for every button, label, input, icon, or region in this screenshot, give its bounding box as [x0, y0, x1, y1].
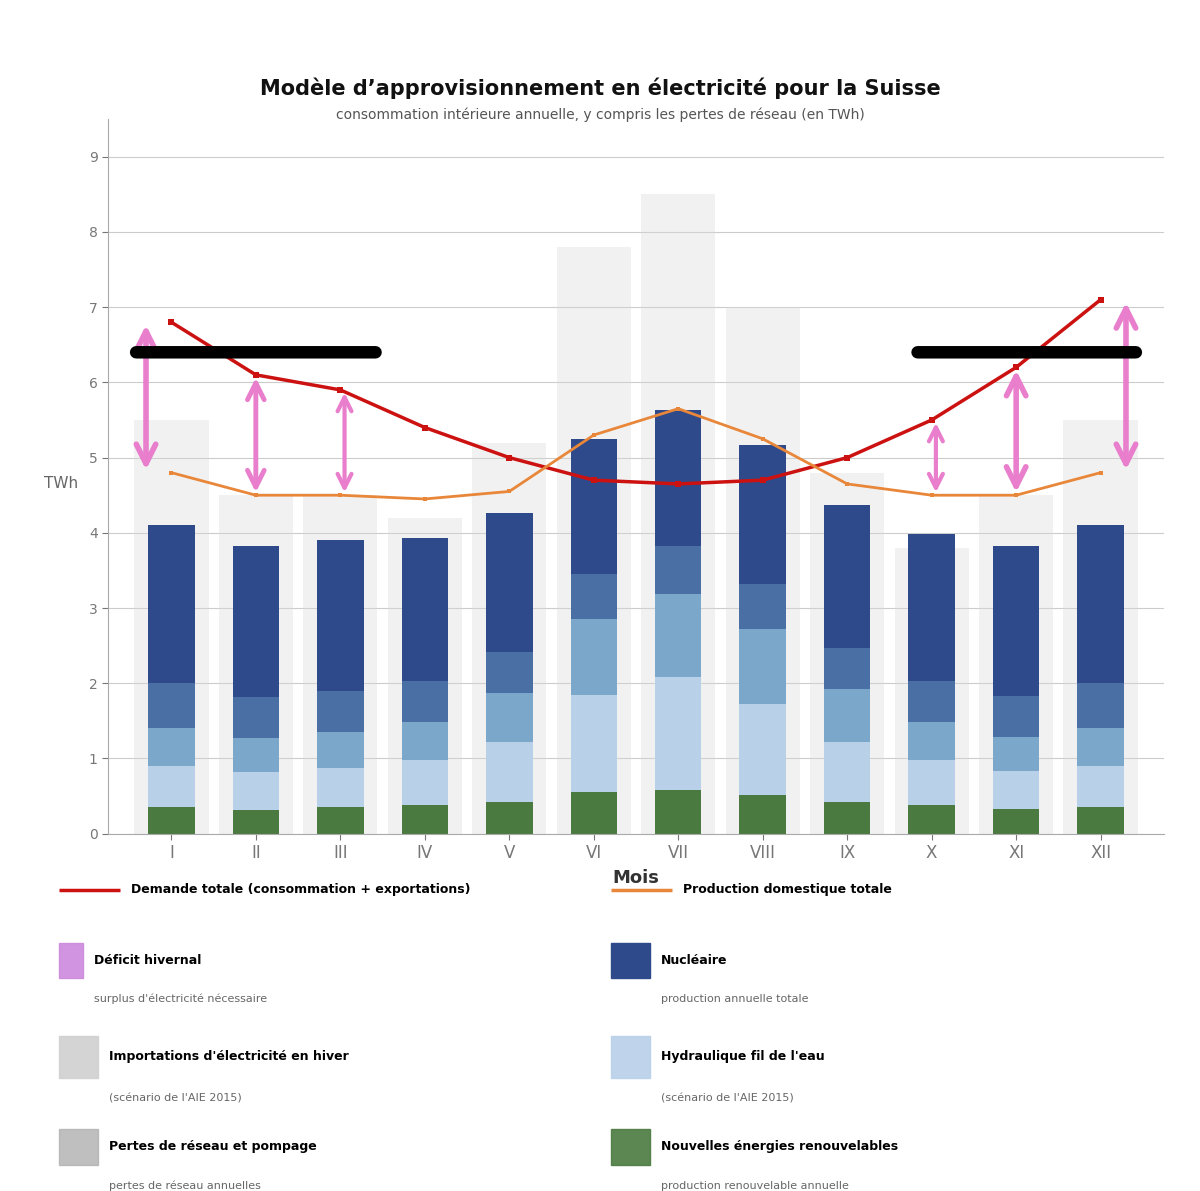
Bar: [486, 742, 533, 802]
Text: pertes de réseau annuelles: pertes de réseau annuelles: [109, 1180, 260, 1191]
Bar: [317, 807, 364, 834]
Bar: [570, 619, 617, 694]
Bar: [992, 696, 1039, 737]
Text: surplus d'électricité nécessaire: surplus d'électricité nécessaire: [95, 993, 268, 1004]
Bar: [641, 194, 715, 834]
Bar: [611, 943, 649, 978]
Bar: [739, 444, 786, 584]
Bar: [148, 807, 194, 834]
Bar: [908, 723, 955, 760]
Bar: [233, 772, 280, 810]
Bar: [1078, 729, 1124, 766]
Bar: [992, 772, 1039, 809]
Bar: [908, 805, 955, 834]
Text: (scénario de l'AIE 2015): (scénario de l'AIE 2015): [661, 1093, 793, 1104]
Bar: [233, 738, 280, 772]
Bar: [388, 518, 462, 834]
Bar: [59, 1129, 97, 1165]
Bar: [402, 681, 448, 723]
Bar: [908, 535, 955, 681]
Bar: [824, 802, 870, 834]
Bar: [570, 792, 617, 834]
Bar: [148, 684, 194, 729]
Bar: [1078, 807, 1124, 834]
Text: Modèle d’approvisionnement en électricité pour la Suisse: Modèle d’approvisionnement en électricit…: [259, 77, 941, 99]
Bar: [218, 495, 293, 834]
Bar: [148, 729, 194, 766]
Bar: [317, 541, 364, 691]
Bar: [570, 574, 617, 619]
Text: Demande totale (consommation + exportations): Demande totale (consommation + exportati…: [131, 884, 470, 896]
Bar: [824, 505, 870, 648]
Bar: [1078, 766, 1124, 807]
Bar: [134, 420, 209, 834]
Bar: [739, 584, 786, 629]
Bar: [486, 693, 533, 742]
Bar: [824, 648, 870, 690]
Text: Pertes de réseau et pompage: Pertes de réseau et pompage: [109, 1141, 317, 1153]
Bar: [317, 732, 364, 768]
Text: Déficit hivernal: Déficit hivernal: [95, 954, 202, 967]
Text: consommation intérieure annuelle, y compris les pertes de réseau (en TWh): consommation intérieure annuelle, y comp…: [336, 107, 864, 121]
Bar: [402, 760, 448, 805]
Bar: [611, 1129, 649, 1165]
Bar: [1063, 420, 1138, 834]
Text: Hydraulique fil de l'eau: Hydraulique fil de l'eau: [661, 1050, 824, 1064]
Bar: [402, 805, 448, 834]
Bar: [824, 690, 870, 742]
Bar: [810, 473, 884, 834]
Bar: [486, 651, 533, 693]
Bar: [59, 1036, 97, 1078]
Bar: [894, 548, 968, 834]
Bar: [1078, 684, 1124, 729]
Bar: [233, 547, 280, 697]
Text: production annuelle totale: production annuelle totale: [661, 994, 809, 1004]
Bar: [486, 512, 533, 651]
Text: Nouvelles énergies renouvelables: Nouvelles énergies renouvelables: [661, 1141, 898, 1153]
Text: (scénario de l'AIE 2015): (scénario de l'AIE 2015): [109, 1093, 241, 1104]
Bar: [317, 691, 364, 732]
Bar: [148, 525, 194, 684]
Bar: [992, 809, 1039, 834]
Bar: [739, 704, 786, 794]
Bar: [908, 681, 955, 723]
Text: Nucléaire: Nucléaire: [661, 954, 727, 967]
Bar: [655, 594, 702, 678]
Bar: [1078, 525, 1124, 684]
Bar: [402, 538, 448, 681]
Bar: [739, 794, 786, 834]
Bar: [472, 443, 546, 834]
Bar: [992, 545, 1039, 696]
X-axis label: Mois: Mois: [612, 869, 660, 887]
Bar: [148, 766, 194, 807]
Bar: [557, 247, 631, 834]
Bar: [908, 760, 955, 805]
Bar: [655, 790, 702, 834]
Bar: [486, 802, 533, 834]
Bar: [570, 438, 617, 574]
Bar: [233, 810, 280, 834]
Bar: [233, 697, 280, 738]
Bar: [59, 943, 83, 978]
Text: production renouvelable annuelle: production renouvelable annuelle: [661, 1180, 848, 1191]
Text: Production domestique totale: Production domestique totale: [683, 884, 892, 896]
Bar: [655, 545, 702, 594]
Bar: [824, 742, 870, 802]
Bar: [655, 410, 702, 545]
Bar: [304, 495, 378, 834]
Bar: [739, 629, 786, 704]
Bar: [726, 307, 800, 834]
Text: Importations d'électricité en hiver: Importations d'électricité en hiver: [109, 1050, 348, 1064]
Bar: [655, 678, 702, 790]
Bar: [402, 723, 448, 760]
Bar: [979, 495, 1054, 834]
Bar: [317, 768, 364, 807]
Y-axis label: TWh: TWh: [44, 476, 78, 492]
Bar: [992, 737, 1039, 772]
Bar: [570, 694, 617, 792]
Bar: [611, 1036, 649, 1078]
